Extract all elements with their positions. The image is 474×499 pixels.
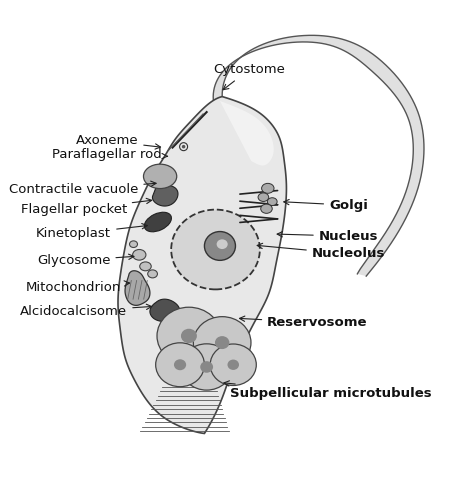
Polygon shape bbox=[213, 35, 424, 276]
Ellipse shape bbox=[200, 361, 213, 373]
Text: Kinetoplast: Kinetoplast bbox=[36, 224, 147, 241]
Text: Nucleolus: Nucleolus bbox=[257, 244, 385, 260]
Text: Axoneme: Axoneme bbox=[75, 134, 161, 149]
Ellipse shape bbox=[193, 317, 251, 369]
Polygon shape bbox=[150, 299, 180, 321]
Text: Alcidocalcisome: Alcidocalcisome bbox=[20, 304, 152, 318]
Polygon shape bbox=[118, 97, 286, 434]
Ellipse shape bbox=[204, 232, 236, 260]
Ellipse shape bbox=[144, 164, 177, 189]
Ellipse shape bbox=[217, 240, 228, 249]
Polygon shape bbox=[220, 101, 273, 166]
Text: Nucleus: Nucleus bbox=[277, 230, 378, 243]
Text: Golgi: Golgi bbox=[284, 199, 368, 212]
Ellipse shape bbox=[145, 212, 172, 232]
Ellipse shape bbox=[267, 198, 277, 206]
Text: Paraflagellar rod: Paraflagellar rod bbox=[52, 148, 168, 161]
Ellipse shape bbox=[157, 307, 221, 365]
Ellipse shape bbox=[155, 343, 204, 387]
Ellipse shape bbox=[171, 210, 260, 289]
Ellipse shape bbox=[228, 360, 239, 370]
Text: Mitochondrion: Mitochondrion bbox=[26, 280, 129, 294]
Polygon shape bbox=[153, 185, 178, 206]
Ellipse shape bbox=[181, 344, 232, 390]
Ellipse shape bbox=[261, 204, 272, 214]
Text: Reservosome: Reservosome bbox=[239, 316, 368, 329]
Ellipse shape bbox=[210, 344, 256, 386]
Ellipse shape bbox=[182, 145, 185, 148]
Ellipse shape bbox=[262, 183, 274, 193]
Polygon shape bbox=[125, 271, 150, 305]
Ellipse shape bbox=[129, 241, 137, 248]
Text: Glycosome: Glycosome bbox=[37, 254, 134, 267]
Ellipse shape bbox=[133, 250, 146, 260]
Text: Subpellicular microtubules: Subpellicular microtubules bbox=[224, 381, 432, 400]
Ellipse shape bbox=[258, 193, 269, 202]
Ellipse shape bbox=[181, 329, 197, 343]
Ellipse shape bbox=[140, 262, 151, 271]
Text: Flagellar pocket: Flagellar pocket bbox=[20, 198, 152, 216]
Text: Cytostome: Cytostome bbox=[213, 63, 285, 90]
Ellipse shape bbox=[148, 270, 157, 278]
Ellipse shape bbox=[215, 336, 229, 349]
Text: Contractile vacuole: Contractile vacuole bbox=[9, 181, 156, 196]
Ellipse shape bbox=[174, 359, 186, 370]
